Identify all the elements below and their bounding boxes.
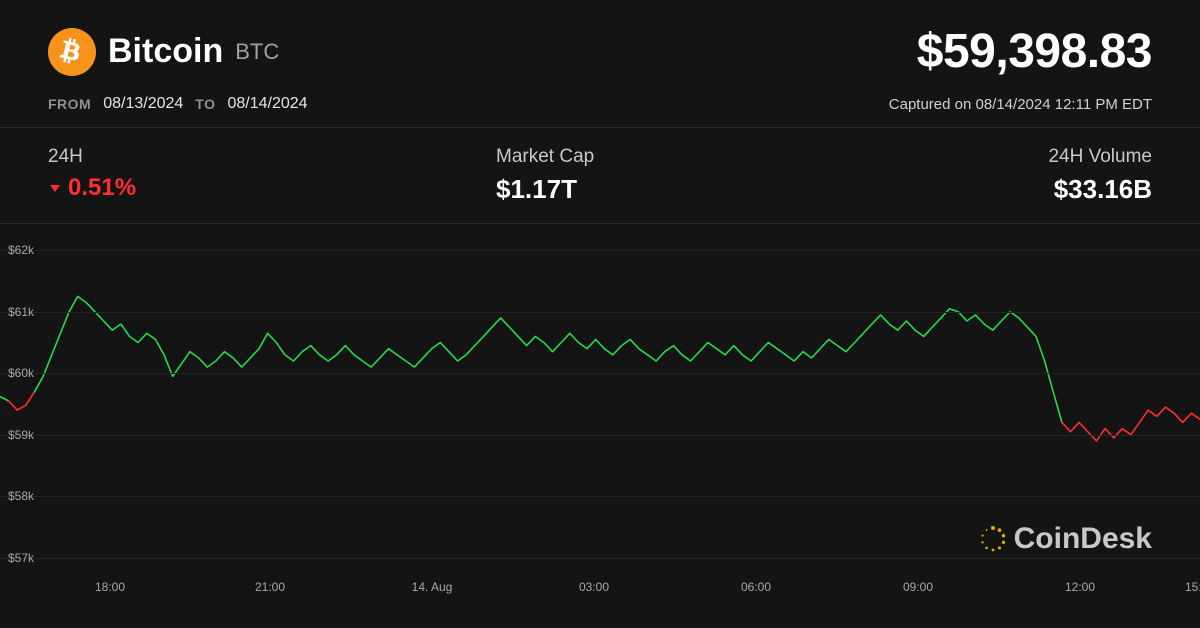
- y-axis-label: $58k: [8, 489, 34, 503]
- gridline: [0, 558, 1200, 559]
- price-line-segment: [35, 296, 1062, 422]
- y-axis-label: $61k: [8, 305, 34, 319]
- stat-24h-change: 24H 0.51%: [48, 146, 376, 205]
- x-axis-label: 14. Aug: [412, 580, 453, 594]
- stat-label: 24H Volume: [824, 146, 1152, 168]
- stat-24h-volume: 24H Volume $33.16B: [824, 146, 1152, 205]
- x-axis-label: 15:00: [1185, 580, 1200, 594]
- bitcoin-icon: [48, 28, 96, 76]
- x-axis-label: 18:00: [95, 580, 125, 594]
- to-label: TO: [195, 96, 215, 112]
- price-chart: CoinDesk $57k $58k $59k $60k $61k $62k 18:00 21…: [0, 224, 1200, 600]
- y-axis-label: $60k: [8, 366, 34, 380]
- gridline: [0, 496, 1200, 497]
- price-line-segment: [1062, 407, 1200, 441]
- price-line-segment: [9, 392, 35, 410]
- y-axis-label: $62k: [8, 243, 34, 257]
- gridline: [0, 435, 1200, 436]
- market-cap-value: $1.17T: [496, 174, 824, 205]
- header: Bitcoin BTC $59,398.83: [0, 0, 1200, 91]
- coindesk-icon: [978, 524, 1008, 554]
- stat-market-cap: Market Cap $1.17T: [376, 146, 824, 205]
- brand-text: CoinDesk: [1014, 522, 1152, 556]
- price-line-segment: [0, 397, 9, 401]
- change-value: 0.51%: [68, 174, 136, 202]
- x-axis-label: 06:00: [741, 580, 771, 594]
- gridline: [0, 250, 1200, 251]
- brand-watermark: CoinDesk: [978, 522, 1152, 556]
- stats-row: 24H 0.51% Market Cap $1.17T 24H Volume $…: [0, 128, 1200, 224]
- y-axis-label: $57k: [8, 551, 34, 565]
- volume-value: $33.16B: [824, 174, 1152, 205]
- coin-title: Bitcoin BTC: [48, 28, 279, 76]
- subheader: FROM 08/13/2024 TO 08/14/2024 Captured o…: [0, 91, 1200, 128]
- from-label: FROM: [48, 96, 91, 112]
- date-range: FROM 08/13/2024 TO 08/14/2024: [48, 95, 308, 113]
- stat-label: Market Cap: [496, 146, 824, 168]
- captured-timestamp: Captured on 08/14/2024 12:11 PM EDT: [889, 96, 1152, 113]
- x-axis-label: 03:00: [579, 580, 609, 594]
- y-axis-label: $59k: [8, 428, 34, 442]
- gridline: [0, 312, 1200, 313]
- coin-name: Bitcoin: [108, 32, 223, 71]
- x-axis-label: 21:00: [255, 580, 285, 594]
- to-date: 08/14/2024: [228, 95, 308, 113]
- coin-ticker: BTC: [235, 39, 279, 65]
- stat-label: 24H: [48, 146, 376, 168]
- change-row: 0.51%: [48, 174, 376, 202]
- current-price: $59,398.83: [917, 24, 1152, 79]
- x-axis-label: 12:00: [1065, 580, 1095, 594]
- from-date: 08/13/2024: [103, 95, 183, 113]
- x-axis-label: 09:00: [903, 580, 933, 594]
- gridline: [0, 373, 1200, 374]
- down-arrow-icon: [48, 182, 62, 194]
